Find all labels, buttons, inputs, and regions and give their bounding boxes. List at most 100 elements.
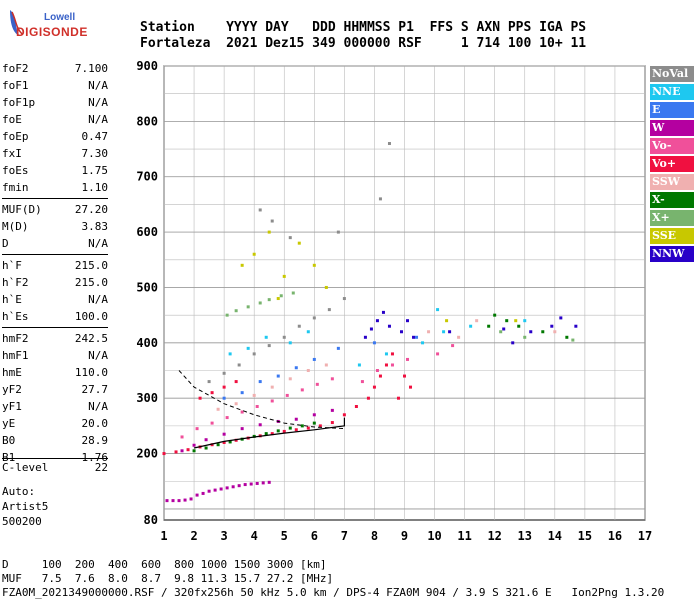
param-label: B0: [2, 434, 16, 447]
data-point: [258, 208, 262, 212]
param-value: 27.7: [81, 383, 109, 396]
data-point: [529, 330, 533, 334]
data-point: [174, 450, 178, 454]
data-point: [427, 330, 431, 334]
param-label: D: [2, 237, 9, 250]
data-point: [448, 330, 452, 334]
legend: NoVal NNE E W Vo- Vo+ SSW X- X+ SSE NNW: [650, 66, 694, 264]
auto-version: 500200: [2, 515, 42, 528]
data-point: [225, 486, 229, 490]
data-point: [312, 413, 316, 417]
param-value: 27.20: [74, 203, 108, 216]
data-point: [195, 493, 199, 497]
legend-item-ssw: SSW: [650, 174, 694, 190]
x-tick-label: 17: [638, 529, 652, 543]
c-level-row: C-level 22: [2, 458, 108, 476]
data-point: [505, 319, 509, 323]
data-point: [270, 385, 274, 389]
param-value: N/A: [88, 96, 108, 109]
data-point: [327, 308, 331, 312]
data-point: [210, 443, 214, 447]
data-point: [378, 197, 382, 201]
y-tick-label: 800: [136, 114, 158, 128]
data-point: [228, 352, 232, 356]
legend-item-w: W: [650, 120, 694, 136]
footer: D 100 200 400 600 800 1000 1500 3000 [km…: [2, 558, 664, 600]
x-tick-label: 4: [251, 529, 258, 543]
param-row: M(D) 3.83: [2, 218, 108, 235]
data-point: [294, 428, 298, 432]
data-point: [312, 263, 316, 267]
data-point: [267, 480, 271, 484]
data-point: [258, 380, 262, 384]
param-row: MUF(D) 27.20: [2, 201, 108, 218]
data-point: [207, 380, 211, 384]
data-point: [363, 335, 367, 339]
x-tick-label: 2: [190, 529, 197, 543]
legend-item-vo-: Vo-: [650, 138, 694, 154]
data-point: [553, 330, 557, 334]
param-value: 215.0: [74, 259, 108, 272]
data-point: [234, 309, 238, 313]
y-tick-label: 80: [144, 513, 158, 527]
data-point: [415, 335, 419, 339]
x-tick-label: 15: [578, 529, 592, 543]
data-point: [252, 252, 256, 256]
data-point: [252, 352, 256, 356]
param-value: 1.76: [81, 451, 109, 464]
header-values: Fortaleza 2021 Dez15 349 000000 RSF 1 71…: [140, 36, 587, 51]
data-point: [406, 319, 410, 323]
data-point: [225, 416, 229, 420]
data-point: [306, 426, 310, 430]
data-point: [282, 335, 286, 339]
data-point: [354, 405, 358, 408]
data-point: [162, 452, 166, 456]
param-row: h`Es 100.0: [2, 308, 108, 325]
x-tick-label: 10: [427, 529, 441, 543]
y-tick-label: 400: [136, 336, 158, 350]
data-point: [511, 341, 515, 345]
param-separator: [2, 327, 108, 328]
param-value: N/A: [88, 349, 108, 362]
data-point: [300, 388, 304, 392]
data-point: [366, 396, 370, 400]
param-row: foF1 N/A: [2, 77, 108, 94]
data-point: [243, 483, 247, 487]
param-row: hmE 110.0: [2, 364, 108, 381]
param-value: N/A: [88, 79, 108, 92]
param-value: 28.9: [81, 434, 109, 447]
data-point: [312, 357, 316, 361]
data-point: [297, 241, 301, 245]
param-label: h`Es: [2, 310, 29, 323]
param-row: hmF1 N/A: [2, 347, 108, 364]
x-tick-label: 6: [311, 529, 318, 543]
x-tick-label: 14: [548, 529, 562, 543]
data-point: [300, 424, 304, 428]
data-point: [294, 366, 298, 370]
data-point: [442, 330, 446, 334]
footer-file-info: FZA0M_2021349000000.RSF / 320fx256h 50 k…: [2, 586, 665, 599]
param-row: yE 20.0: [2, 415, 108, 432]
data-point: [499, 330, 503, 334]
data-point: [231, 485, 235, 489]
data-point: [213, 488, 217, 492]
data-point: [261, 481, 265, 485]
data-point: [267, 230, 271, 234]
data-point: [282, 429, 286, 433]
profile-curve: [193, 417, 345, 449]
param-value: N/A: [88, 293, 108, 306]
data-point: [189, 497, 193, 501]
data-point: [330, 421, 334, 425]
data-point: [288, 341, 292, 345]
param-row: h`E N/A: [2, 291, 108, 308]
data-point: [252, 393, 256, 397]
data-point: [336, 346, 340, 350]
data-point: [210, 421, 214, 425]
param-label: hmE: [2, 366, 22, 379]
x-tick-label: 8: [371, 529, 378, 543]
data-point: [216, 407, 220, 411]
param-value: N/A: [88, 400, 108, 413]
data-point: [384, 363, 388, 367]
param-value: 20.0: [81, 417, 109, 430]
data-point: [222, 385, 226, 389]
